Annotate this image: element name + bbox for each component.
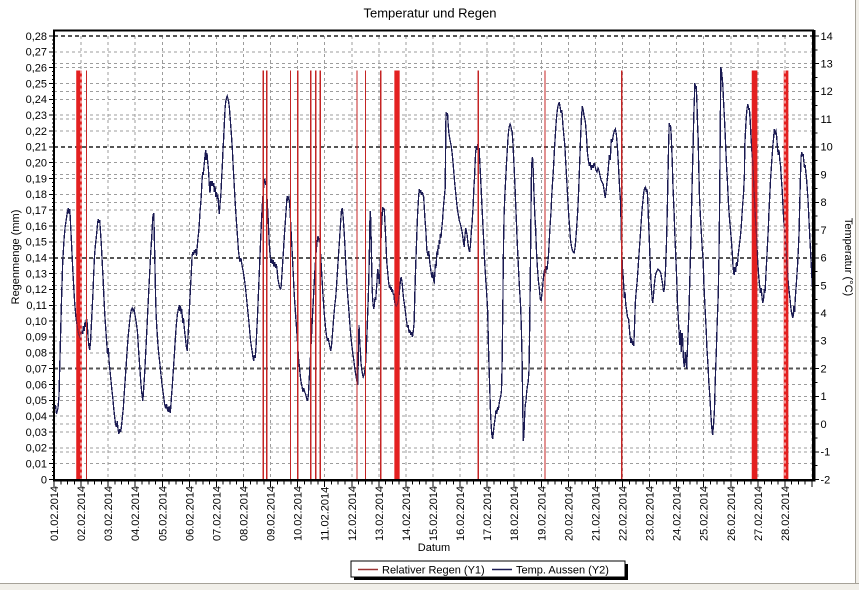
svg-text:0,14: 0,14 [26,253,47,265]
svg-text:21.02.2014: 21.02.2014 [590,486,602,541]
svg-text:0,22: 0,22 [26,126,47,138]
svg-text:12: 12 [821,86,833,98]
svg-text:0: 0 [821,419,827,431]
svg-text:06.02.2014: 06.02.2014 [184,486,196,541]
svg-text:9: 9 [821,169,827,181]
svg-text:-1: -1 [821,447,831,459]
svg-text:15.02.2014: 15.02.2014 [428,486,440,541]
svg-text:0,25: 0,25 [26,78,47,90]
svg-text:02.02.2014: 02.02.2014 [76,486,88,541]
svg-text:25.02.2014: 25.02.2014 [699,486,711,541]
svg-text:08.02.2014: 08.02.2014 [239,486,251,541]
svg-text:0,03: 0,03 [26,427,47,439]
svg-text:0,11: 0,11 [26,300,47,312]
svg-text:0,27: 0,27 [26,47,47,59]
svg-text:0,12: 0,12 [26,284,47,296]
svg-text:0,07: 0,07 [26,363,47,375]
svg-text:28.02.2014: 28.02.2014 [780,486,792,541]
svg-text:Datum: Datum [418,542,450,554]
svg-text:11: 11 [821,114,832,126]
svg-text:22.02.2014: 22.02.2014 [618,486,630,541]
svg-text:07.02.2014: 07.02.2014 [211,486,223,541]
svg-text:0,17: 0,17 [26,205,47,217]
svg-text:20.02.2014: 20.02.2014 [563,486,575,541]
svg-text:24.02.2014: 24.02.2014 [672,486,684,541]
svg-text:11.02.2014: 11.02.2014 [320,487,332,541]
svg-text:7: 7 [821,225,827,237]
svg-text:10: 10 [821,142,833,154]
svg-text:0,16: 0,16 [26,221,47,233]
svg-text:26.02.2014: 26.02.2014 [726,486,738,541]
svg-text:27.02.2014: 27.02.2014 [753,486,765,541]
svg-text:Temp. Aussen (Y2): Temp. Aussen (Y2) [516,565,609,577]
svg-text:0,28: 0,28 [26,31,47,43]
svg-text:05.02.2014: 05.02.2014 [157,486,169,541]
svg-text:3: 3 [821,336,827,348]
svg-text:0,02: 0,02 [26,443,47,455]
svg-text:10.02.2014: 10.02.2014 [293,486,305,541]
svg-text:03.02.2014: 03.02.2014 [103,486,115,541]
svg-text:0,09: 0,09 [26,332,47,344]
svg-text:12.02.2014: 12.02.2014 [347,486,359,541]
svg-text:13: 13 [821,59,833,71]
svg-text:17.02.2014: 17.02.2014 [482,486,494,541]
svg-text:0,08: 0,08 [26,348,47,360]
svg-text:1: 1 [821,391,827,403]
svg-text:0,20: 0,20 [26,158,47,170]
svg-text:13.02.2014: 13.02.2014 [374,486,386,541]
svg-text:5: 5 [821,280,827,292]
svg-text:4: 4 [821,308,827,320]
svg-text:0,23: 0,23 [26,110,47,122]
svg-text:0,24: 0,24 [26,94,47,106]
svg-text:19.02.2014: 19.02.2014 [536,486,548,541]
svg-text:01.02.2014: 01.02.2014 [49,486,61,541]
svg-text:0,04: 0,04 [26,411,47,423]
svg-text:0,19: 0,19 [26,173,47,185]
svg-text:6: 6 [821,253,827,265]
svg-text:Relativer Regen (Y1): Relativer Regen (Y1) [382,565,485,577]
svg-text:Temperatur (°C): Temperatur (°C) [842,218,854,296]
svg-text:0,06: 0,06 [26,379,47,391]
svg-text:0,18: 0,18 [26,189,47,201]
svg-text:0,05: 0,05 [26,395,47,407]
svg-text:8: 8 [821,197,827,209]
svg-text:Temperatur und Regen: Temperatur und Regen [364,6,497,21]
svg-text:0,13: 0,13 [26,268,47,280]
svg-text:Regenmenge (mm): Regenmenge (mm) [10,210,22,305]
svg-text:0: 0 [41,474,47,486]
svg-text:18.02.2014: 18.02.2014 [509,486,521,541]
svg-text:23.02.2014: 23.02.2014 [645,486,657,541]
svg-text:16.02.2014: 16.02.2014 [455,486,467,541]
svg-text:0,15: 0,15 [26,237,47,249]
svg-text:0,21: 0,21 [26,142,47,154]
svg-text:-2: -2 [821,474,831,486]
svg-text:2: 2 [821,363,827,375]
svg-text:04.02.2014: 04.02.2014 [130,486,142,541]
svg-text:0,26: 0,26 [26,63,47,75]
svg-text:0,10: 0,10 [26,316,47,328]
svg-text:14: 14 [821,31,833,43]
svg-text:09.02.2014: 09.02.2014 [266,486,278,541]
svg-text:0,01: 0,01 [26,459,47,471]
svg-text:14.02.2014: 14.02.2014 [401,486,413,541]
